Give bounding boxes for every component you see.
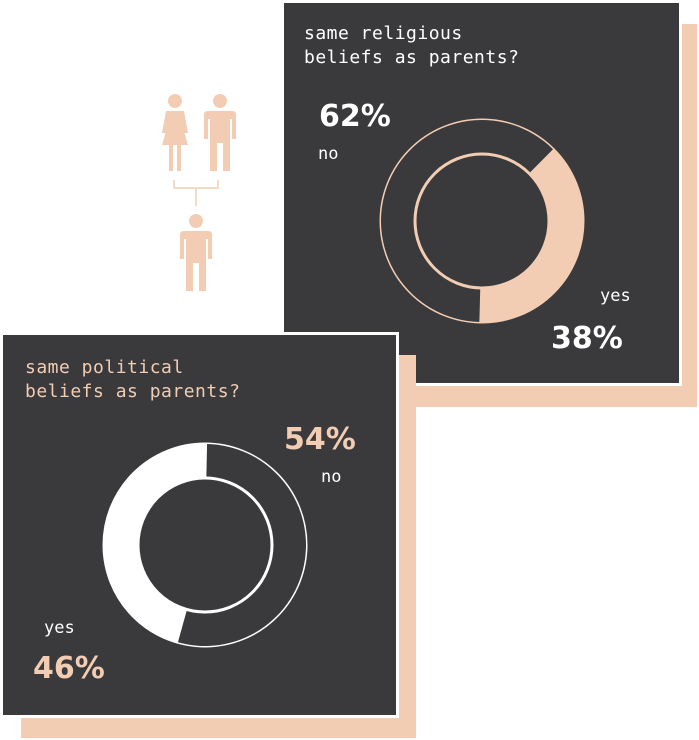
religious-yes-label: yes bbox=[600, 286, 631, 306]
religious-inner-ring bbox=[413, 152, 551, 290]
political-no-segment bbox=[177, 444, 306, 646]
religious-no-percent: 62% bbox=[319, 99, 391, 134]
political-title: same political beliefs as parents? bbox=[25, 357, 241, 402]
connector-line bbox=[173, 180, 219, 206]
mother-icon bbox=[162, 94, 188, 171]
religious-title: same religious beliefs as parents? bbox=[304, 23, 520, 68]
religious-yes-percent: 38% bbox=[551, 321, 623, 356]
political-card: same political beliefs as parents? 54% n… bbox=[3, 335, 396, 715]
political-yes-percent: 46% bbox=[33, 651, 105, 686]
religious-no-label: no bbox=[318, 144, 339, 164]
religious-no-segment bbox=[380, 119, 554, 322]
religious-card: same religious beliefs as parents? 62% n… bbox=[284, 3, 679, 383]
political-no-percent: 54% bbox=[284, 422, 356, 457]
child-icon bbox=[180, 214, 212, 291]
political-yes-label: yes bbox=[44, 618, 75, 638]
religious-yes-segment bbox=[479, 149, 583, 322]
political-donut bbox=[102, 442, 308, 648]
religious-donut bbox=[379, 118, 585, 324]
political-yes-segment bbox=[103, 444, 208, 643]
father-icon bbox=[204, 94, 236, 171]
political-no-label: no bbox=[321, 467, 342, 487]
political-inner-ring bbox=[136, 476, 274, 614]
